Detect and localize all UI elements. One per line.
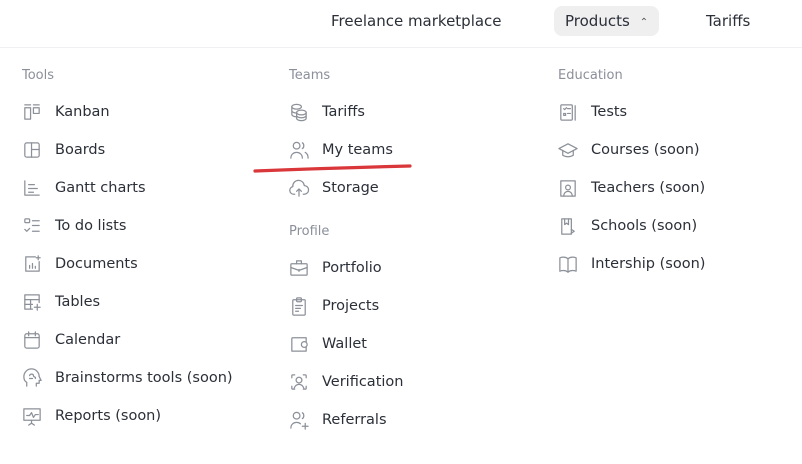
clipboard-icon <box>288 295 310 317</box>
menu-item-label: Portfolio <box>322 260 382 276</box>
wallet-icon <box>288 333 310 355</box>
menu-item-kanban[interactable]: Kanban <box>21 99 110 125</box>
boards-icon <box>21 139 43 161</box>
book-open-icon <box>557 253 579 275</box>
nav-products[interactable]: Products ⌃ <box>554 6 660 36</box>
menu-item-label: Documents <box>55 256 138 272</box>
menu-item-teachers-soon[interactable]: Teachers (soon) <box>557 175 705 201</box>
menu-item-verification[interactable]: Verification <box>288 369 403 395</box>
menu-item-label: Tariffs <box>322 104 365 120</box>
menu-item-label: Reports (soon) <box>55 408 162 424</box>
menu-item-label: Tables <box>55 294 101 310</box>
menu-item-brainstorms-tools-soon[interactable]: Brainstorms tools (soon) <box>21 365 233 391</box>
menu-item-label: Intership (soon) <box>591 256 706 272</box>
section-header-profile: Profile <box>289 224 330 239</box>
menu-item-gantt-charts[interactable]: Gantt charts <box>21 175 146 201</box>
tables-icon <box>21 291 43 313</box>
menu-item-projects[interactable]: Projects <box>288 293 379 319</box>
reports-icon <box>21 405 43 427</box>
nav-products-label: Products <box>565 12 630 30</box>
menu-item-tariffs[interactable]: Tariffs <box>288 99 365 125</box>
menu-item-label: Kanban <box>55 104 110 120</box>
section-header-education: Education <box>558 68 623 83</box>
menu-item-label: Teachers (soon) <box>591 180 706 196</box>
section-header-teams: Teams <box>289 68 331 83</box>
documents-icon <box>21 253 43 275</box>
menu-item-referrals[interactable]: Referrals <box>288 407 387 433</box>
section-header-tools: Tools <box>22 68 55 83</box>
menu-item-intership-soon[interactable]: Intership (soon) <box>557 251 705 277</box>
menu-item-courses-soon[interactable]: Courses (soon) <box>557 137 700 163</box>
menu-item-label: Courses (soon) <box>591 142 700 158</box>
user-scan-icon <box>288 371 310 393</box>
menu-item-label: To do lists <box>55 218 127 234</box>
menu-item-portfolio[interactable]: Portfolio <box>288 255 382 281</box>
kanban-icon <box>21 101 43 123</box>
menu-item-label: Wallet <box>322 336 367 352</box>
top-navigation: Freelance marketplace Products ⌃ Tariffs <box>0 0 802 48</box>
chevron-up-icon: ⌃ <box>639 17 649 28</box>
menu-item-tables[interactable]: Tables <box>21 289 100 315</box>
cloud-upload-icon <box>288 177 310 199</box>
menu-item-label: Schools (soon) <box>591 218 698 234</box>
menu-item-label: Tests <box>591 104 628 120</box>
menu-item-label: Referrals <box>322 412 387 428</box>
menu-item-reports-soon[interactable]: Reports (soon) <box>21 403 161 429</box>
menu-item-storage[interactable]: Storage <box>288 175 379 201</box>
teacher-icon <box>557 177 579 199</box>
menu-item-tests[interactable]: Tests <box>557 99 627 125</box>
menu-item-label: My teams <box>322 142 393 158</box>
school-icon <box>557 215 579 237</box>
calendar-icon <box>21 329 43 351</box>
menu-item-label: Projects <box>322 298 380 314</box>
menu-item-label: Storage <box>322 180 379 196</box>
menu-item-my-teams[interactable]: My teams <box>288 137 393 163</box>
gantt-icon <box>21 177 43 199</box>
briefcase-icon <box>288 257 310 279</box>
menu-item-label: Brainstorms tools (soon) <box>55 370 233 386</box>
menu-item-label: Gantt charts <box>55 180 146 196</box>
menu-item-schools-soon[interactable]: Schools (soon) <box>557 213 697 239</box>
menu-item-label: Calendar <box>55 332 121 348</box>
nav-freelance-marketplace[interactable]: Freelance marketplace <box>331 12 502 30</box>
todo-list-icon <box>21 215 43 237</box>
menu-item-label: Boards <box>55 142 106 158</box>
menu-item-boards[interactable]: Boards <box>21 137 105 163</box>
graduation-cap-icon <box>557 139 579 161</box>
nav-tariffs[interactable]: Tariffs <box>706 12 751 30</box>
coins-icon <box>288 101 310 123</box>
menu-item-label: Verification <box>322 374 404 390</box>
menu-item-documents[interactable]: Documents <box>21 251 138 277</box>
brain-icon <box>21 367 43 389</box>
menu-item-wallet[interactable]: Wallet <box>288 331 367 357</box>
user-plus-icon <box>288 409 310 431</box>
users-icon <box>288 139 310 161</box>
menu-item-calendar[interactable]: Calendar <box>21 327 120 353</box>
menu-item-to-do-lists[interactable]: To do lists <box>21 213 126 239</box>
tests-icon <box>557 101 579 123</box>
